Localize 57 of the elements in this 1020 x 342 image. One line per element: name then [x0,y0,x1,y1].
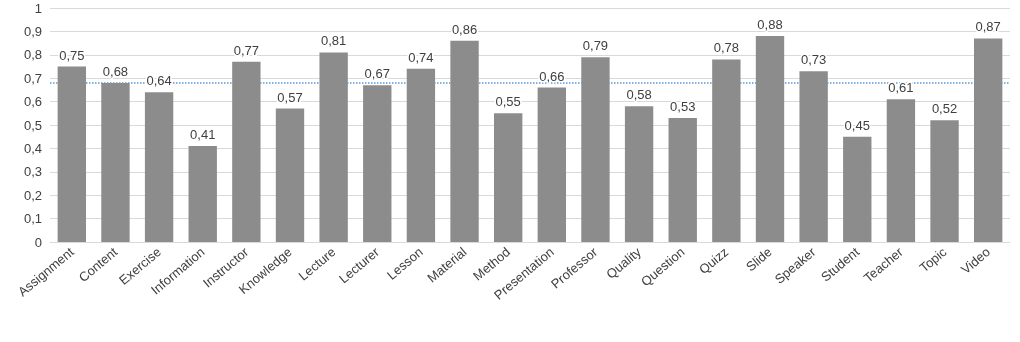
data-label: 0,79 [582,38,609,54]
y-tick-label: 0,1 [23,211,42,227]
bar [406,68,436,242]
bar [712,59,741,242]
bar [275,108,305,242]
bar [886,99,916,242]
x-tick-label: Slide [743,244,775,275]
data-label: 0,64 [146,73,172,89]
bar [494,113,523,242]
data-label: 0,58 [626,87,652,103]
bar [974,38,1003,242]
y-tick-label: 0,2 [23,187,42,203]
data-label: 0,75 [59,47,85,63]
bar [755,36,785,242]
bar [232,61,261,242]
bar [144,92,174,242]
data-label: 0,61 [888,80,914,96]
data-label: 0,88 [757,17,783,33]
data-label: 0,57 [277,89,303,105]
data-label: 0,41 [190,127,216,143]
bar [581,57,610,242]
data-label: 0,45 [844,117,870,133]
data-label: 0,53 [670,98,696,114]
bar [799,71,828,242]
bar [450,40,479,242]
y-tick-label: 0,8 [23,47,42,63]
bar [624,106,654,242]
data-label: 0,74 [408,49,434,65]
y-tick-label: 0 [34,234,42,250]
y-tick-label: 0,4 [23,140,42,156]
y-tick-label: 0,5 [23,117,42,133]
data-label: 0,78 [713,40,740,56]
bar [101,82,130,242]
data-label: 0,81 [320,33,347,49]
bar [668,117,697,242]
data-label: 0,87 [975,19,1001,35]
x-tick-label: Topic [916,243,950,276]
data-label: 0,55 [495,94,521,110]
y-tick-label: 0,9 [23,23,42,39]
bar [843,136,872,242]
y-tick-label: 0,7 [23,70,42,86]
y-tick-label: 0,6 [23,94,42,110]
data-label: 0,68 [102,63,129,79]
bar [188,146,217,242]
bar [319,52,348,242]
data-label: 0,73 [800,52,827,68]
data-label: 0,77 [233,42,260,58]
data-label: 0,67 [364,66,390,82]
bar [930,120,959,242]
bar [537,87,566,242]
bar [363,85,392,242]
y-tick-label: 0,3 [23,164,42,180]
data-label: 0,52 [931,101,958,117]
data-label: 0,86 [451,21,478,37]
data-label: 0,66 [539,68,565,84]
y-tick-label: 1 [34,0,42,16]
bar [57,66,86,242]
